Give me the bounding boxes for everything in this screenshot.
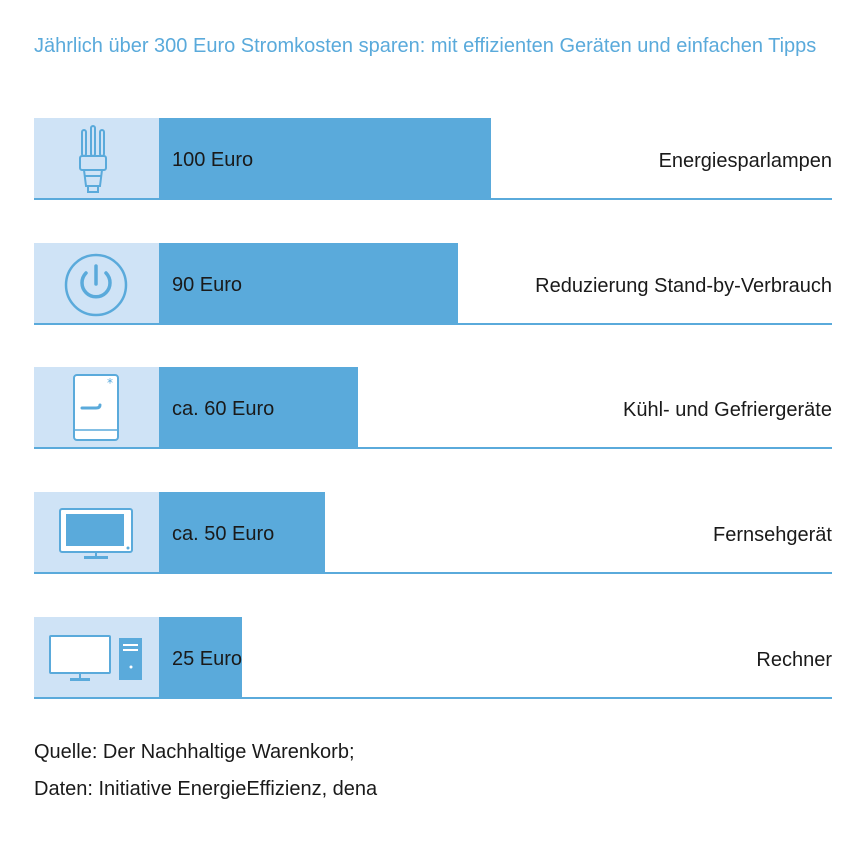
chart-title: Jährlich über 300 Euro Stromkosten spare… [34,35,817,57]
tv-icon [34,492,159,572]
bar [159,367,358,447]
bar-row: ca. 50 Euro Fernsehgerät [34,492,832,574]
category-label: Reduzierung Stand-by-Verbrauch [535,275,832,297]
bar-value-label: 100 Euro [172,149,254,171]
bar-row: 25 Euro Rechner [34,617,832,699]
bar-row: 90 Euro Reduzierung Stand-by-Verbrauch [34,243,832,325]
bar-row: * ca. 60 Euro Kühl- und Gefriergeräte [34,367,832,449]
category-label: Energiesparlampen [658,150,832,172]
bar-value-label: 25 Euro [172,648,243,670]
svg-text:*: * [107,376,113,390]
row-baseline [34,323,832,325]
bar [159,617,242,697]
row-baseline [34,198,832,200]
bar-value-label: ca. 60 Euro [172,398,275,420]
bar [159,118,491,198]
light-bulb-icon [34,118,159,198]
computer-icon [34,617,159,697]
category-label: Rechner [756,649,832,671]
bar [159,243,458,323]
source-line-2: Daten: Initiative EnergieEffizienz, dena [34,778,378,800]
bar-value-label: ca. 50 Euro [172,523,275,545]
source-note: Quelle: Der Nachhaltige Warenkorb; Daten… [34,734,377,808]
power-icon [34,243,159,323]
source-line-1: Quelle: Der Nachhaltige Warenkorb; [34,741,355,763]
bar [159,492,325,572]
row-baseline [34,697,832,699]
bar-row: 100 Euro Energiesparlampen [34,118,832,200]
bar-value-label: 90 Euro [172,274,243,296]
category-label: Fernsehgerät [713,524,832,546]
category-label: Kühl- und Gefriergeräte [622,399,832,421]
row-baseline [34,572,832,574]
fridge-icon: * [34,367,159,447]
row-baseline [34,447,832,449]
